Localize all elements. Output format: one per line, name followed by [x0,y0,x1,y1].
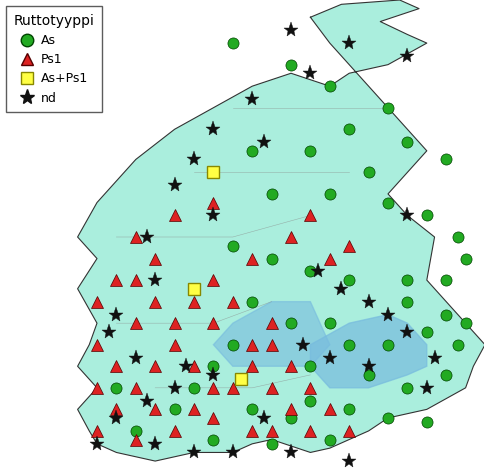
Polygon shape [77,0,484,461]
Legend: As, Ps1, As+Ps1, nd: As, Ps1, As+Ps1, nd [6,6,102,112]
Polygon shape [310,315,426,388]
Polygon shape [213,301,329,366]
